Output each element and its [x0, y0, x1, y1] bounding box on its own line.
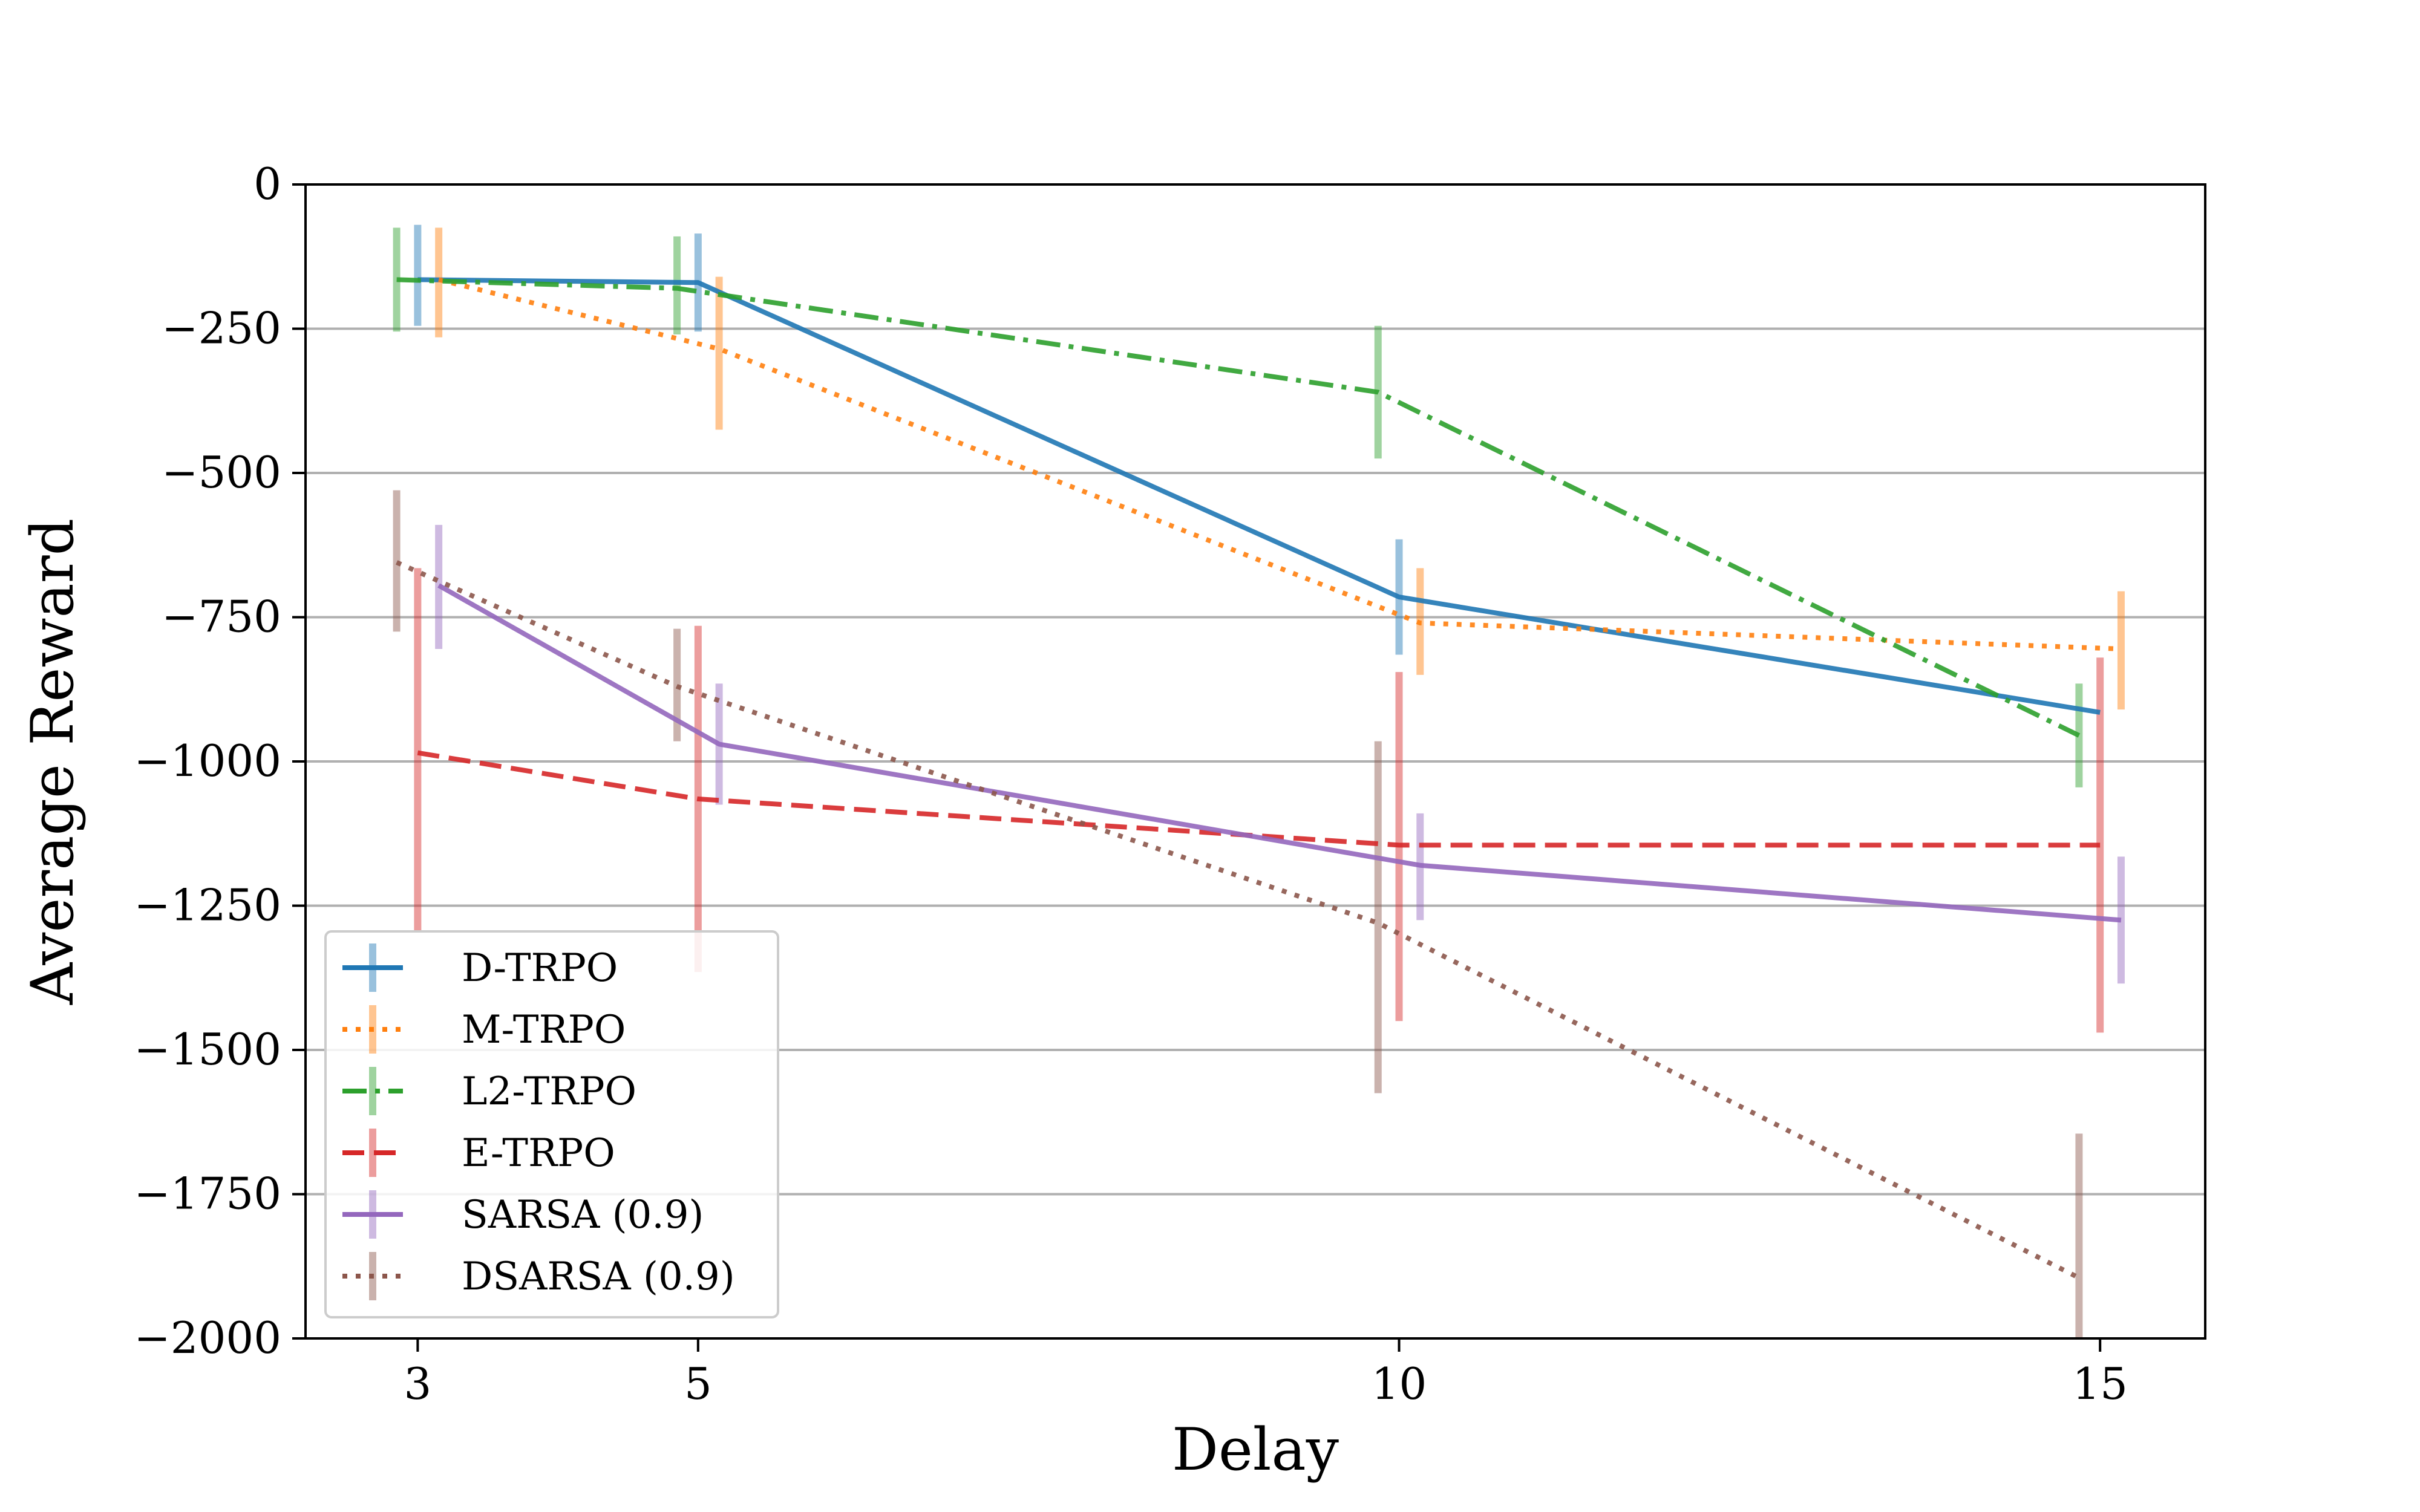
y-tick-label: −500: [162, 447, 281, 498]
series-line: [437, 583, 2122, 923]
x-tick-label: 5: [684, 1358, 712, 1409]
legend-item: D-TRPO: [342, 943, 618, 992]
y-tick-label: −1000: [134, 735, 281, 786]
x-tick-label: 15: [2072, 1358, 2128, 1409]
series-line: [417, 750, 2101, 848]
legend-box: [324, 930, 779, 1318]
series-line: [417, 277, 2101, 715]
y-tick-label: −1750: [134, 1168, 281, 1219]
series-lines: [396, 277, 2122, 1280]
series-line: [396, 560, 2081, 1280]
series-line: [396, 277, 2081, 738]
legend-label: DSARSA (0.9): [462, 1254, 735, 1299]
y-axis-title: Average Reward: [19, 518, 87, 1005]
legend-item: L2-TRPO: [342, 1067, 636, 1115]
legend-label: SARSA (0.9): [462, 1193, 704, 1237]
legend-item: DSARSA (0.9): [342, 1252, 735, 1300]
legend-item: SARSA (0.9): [342, 1190, 704, 1239]
x-tick-label: 10: [1372, 1358, 1427, 1409]
y-tick-label: −2000: [134, 1312, 281, 1363]
y-tick-label: −1500: [134, 1024, 281, 1075]
x-axis-title: Delay: [1172, 1416, 1339, 1484]
legend: D-TRPO M-TRPO L2-TRPO E-TRPO SARSA (0.9) DSAR…: [324, 930, 779, 1318]
x-tick-label: 3: [404, 1358, 431, 1409]
y-tick-label: −250: [162, 303, 281, 354]
legend-label: D-TRPO: [462, 946, 618, 991]
legend-label: L2-TRPO: [462, 1069, 636, 1114]
legend-label: M-TRPO: [462, 1008, 626, 1052]
y-tick-label: 0: [253, 158, 281, 209]
legend-item: M-TRPO: [342, 1005, 626, 1054]
grid: [306, 327, 2205, 1196]
legend-label: E-TRPO: [462, 1131, 615, 1176]
y-tick-label: −1250: [134, 880, 281, 931]
axis-ticks: 0 −250 −500 −750 −1000 −1250 −1500 −1750 −2000 3 5…: [134, 158, 2128, 1409]
y-tick-label: −750: [162, 591, 281, 642]
legend-item: E-TRPO: [342, 1129, 615, 1177]
